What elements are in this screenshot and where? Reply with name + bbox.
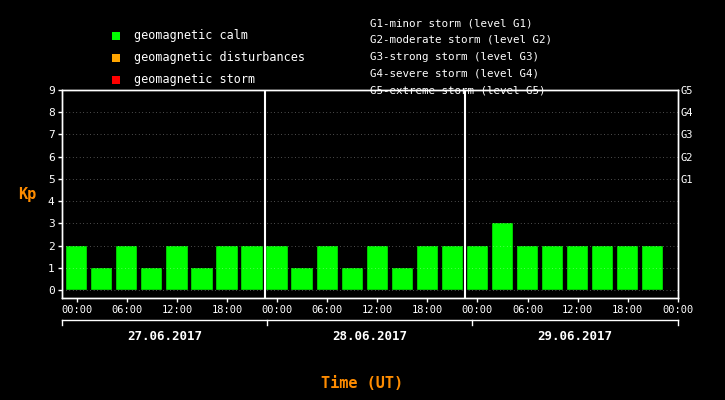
Text: geomagnetic storm: geomagnetic storm [134, 74, 255, 86]
Bar [116, 246, 138, 290]
Bar [266, 246, 288, 290]
Bar [542, 246, 563, 290]
Bar [291, 268, 312, 290]
Bar [642, 246, 663, 290]
Bar [517, 246, 538, 290]
Text: geomagnetic calm: geomagnetic calm [134, 30, 248, 42]
Text: G4-severe storm (level G4): G4-severe storm (level G4) [370, 68, 539, 78]
Text: G5-extreme storm (level G5): G5-extreme storm (level G5) [370, 85, 545, 95]
Bar [367, 246, 388, 290]
Bar [241, 246, 262, 290]
Bar [166, 246, 188, 290]
Bar [191, 268, 212, 290]
Bar [216, 246, 238, 290]
Text: Time (UT): Time (UT) [321, 376, 404, 391]
Bar [592, 246, 613, 290]
Bar [417, 246, 438, 290]
Bar [66, 246, 87, 290]
Text: G1-minor storm (level G1): G1-minor storm (level G1) [370, 18, 532, 28]
Bar [392, 268, 413, 290]
Bar [467, 246, 488, 290]
Bar [567, 246, 588, 290]
Bar [91, 268, 112, 290]
Text: G2-moderate storm (level G2): G2-moderate storm (level G2) [370, 35, 552, 45]
Bar [141, 268, 162, 290]
Text: G3-strong storm (level G3): G3-strong storm (level G3) [370, 52, 539, 62]
Text: geomagnetic disturbances: geomagnetic disturbances [134, 52, 305, 64]
Text: 27.06.2017: 27.06.2017 [127, 330, 202, 343]
Text: 29.06.2017: 29.06.2017 [538, 330, 613, 343]
Bar [617, 246, 639, 290]
Bar [317, 246, 338, 290]
Text: 28.06.2017: 28.06.2017 [332, 330, 407, 343]
Bar [442, 246, 463, 290]
Y-axis label: Kp: Kp [19, 186, 37, 202]
Bar [492, 224, 513, 290]
Bar [341, 268, 362, 290]
